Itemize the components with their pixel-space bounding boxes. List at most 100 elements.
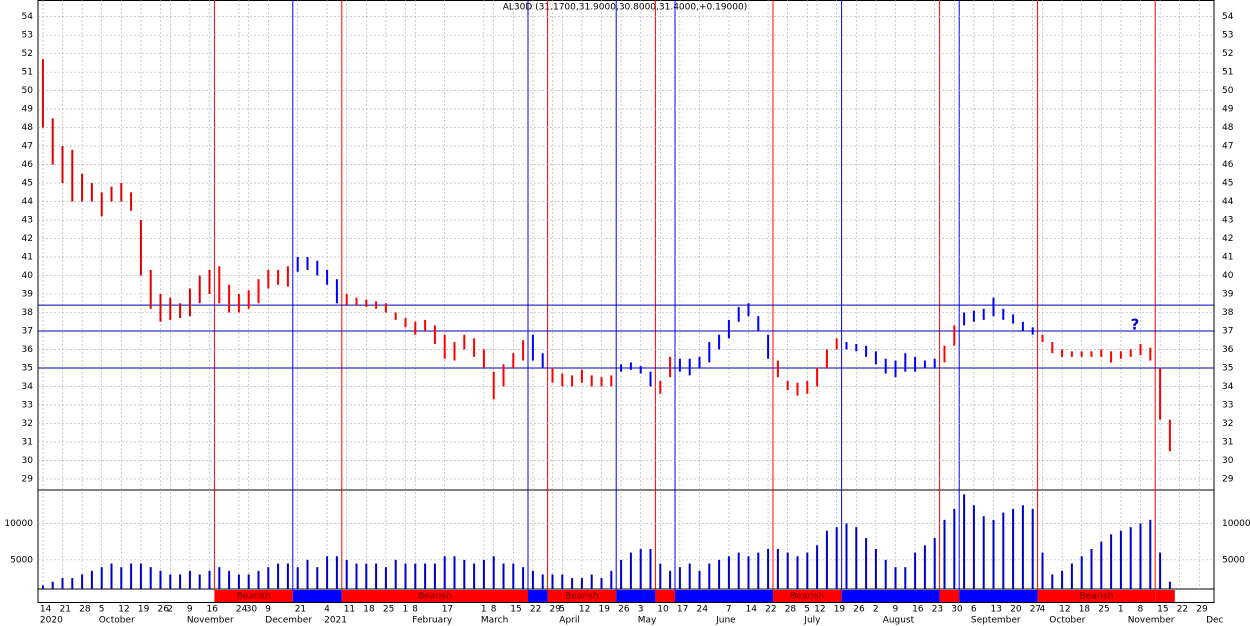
price-bar bbox=[326, 269, 329, 285]
price-bar bbox=[669, 356, 672, 378]
price-bar bbox=[453, 342, 456, 361]
price-bar bbox=[473, 338, 476, 357]
volume-bar bbox=[688, 563, 691, 589]
volume-bar bbox=[1080, 556, 1083, 589]
volume-tick-label: 5000 bbox=[10, 555, 33, 565]
volume-bar bbox=[580, 578, 583, 589]
volume-bar bbox=[776, 548, 779, 589]
price-bar bbox=[776, 360, 779, 378]
volume-bar bbox=[267, 567, 270, 589]
price-bar bbox=[316, 260, 319, 276]
x-tick-label: 12 bbox=[1059, 605, 1070, 615]
price-bar bbox=[1031, 327, 1034, 335]
x-tick-label: 25 bbox=[383, 605, 394, 615]
price-bar bbox=[747, 303, 750, 317]
volume-bar bbox=[120, 567, 123, 589]
price-bar bbox=[923, 360, 926, 368]
signal-band bbox=[773, 590, 842, 602]
volume-bar bbox=[1149, 519, 1152, 589]
price-bar bbox=[1129, 349, 1132, 357]
volume-bar bbox=[806, 552, 809, 589]
volume-bar bbox=[943, 519, 946, 589]
price-bar bbox=[629, 362, 632, 370]
signal-band bbox=[655, 590, 675, 602]
volume-bar bbox=[61, 578, 64, 589]
volume-bar bbox=[41, 585, 44, 589]
volume-bar bbox=[335, 556, 338, 589]
x-tick-label: 15 bbox=[510, 605, 521, 615]
y-tick-label: 31 bbox=[1222, 437, 1233, 447]
volume-bar bbox=[384, 567, 387, 589]
price-bar bbox=[806, 380, 809, 394]
x-tick-label: 8 bbox=[412, 605, 418, 615]
volume-bar bbox=[894, 567, 897, 589]
volume-bar bbox=[169, 574, 172, 589]
volume-bar bbox=[149, 567, 152, 589]
volume-bar bbox=[561, 574, 564, 589]
volume-bar bbox=[590, 574, 593, 589]
volume-bar bbox=[914, 552, 917, 589]
price-bar bbox=[953, 325, 956, 346]
price-bar bbox=[100, 192, 103, 217]
y-tick-label: 36 bbox=[1222, 345, 1234, 355]
y-tick-label: 34 bbox=[1222, 382, 1234, 392]
price-bar bbox=[1119, 351, 1122, 359]
month-label: July bbox=[803, 616, 821, 626]
price-bar bbox=[610, 375, 613, 387]
price-bar bbox=[208, 269, 211, 294]
volume-bar bbox=[404, 563, 407, 589]
volume-bar bbox=[855, 527, 858, 589]
x-tick-label: 9 bbox=[265, 605, 271, 615]
price-bar bbox=[816, 367, 819, 387]
month-label: December bbox=[265, 616, 312, 626]
volume-bar bbox=[551, 574, 554, 589]
price-bar bbox=[571, 375, 574, 387]
volume-bar bbox=[453, 556, 456, 589]
volume-bar bbox=[933, 538, 936, 589]
x-tick-label: 19 bbox=[599, 605, 611, 615]
volume-bar bbox=[1012, 508, 1015, 589]
y-tick-label: 35 bbox=[1222, 363, 1233, 373]
volume-bar bbox=[326, 556, 329, 589]
month-label: 2021 bbox=[324, 616, 347, 626]
price-bar bbox=[424, 319, 427, 331]
volume-bar bbox=[718, 559, 721, 589]
volume-bar bbox=[81, 574, 84, 589]
price-bar bbox=[71, 149, 74, 202]
price-bar bbox=[198, 275, 201, 304]
y-tick-label: 32 bbox=[22, 419, 33, 429]
volume-bar bbox=[159, 570, 162, 589]
x-tick-label: 26 bbox=[618, 605, 630, 615]
x-tick-label: 25 bbox=[1098, 605, 1109, 615]
signal-band bbox=[528, 590, 548, 602]
volume-bar bbox=[678, 567, 681, 589]
x-tick-label: 14 bbox=[40, 605, 52, 615]
y-tick-label: 50 bbox=[1222, 86, 1234, 96]
month-label: October bbox=[1049, 616, 1085, 626]
y-tick-label: 38 bbox=[1222, 308, 1234, 318]
month-label: June bbox=[715, 616, 736, 626]
price-bar bbox=[590, 375, 593, 387]
price-bar bbox=[1168, 419, 1171, 452]
x-tick-label: 20 bbox=[1010, 605, 1022, 615]
volume-bar bbox=[1021, 505, 1024, 589]
price-bar bbox=[414, 321, 417, 335]
x-tick-label: 1 bbox=[1118, 605, 1124, 615]
y-tick-label: 45 bbox=[1222, 179, 1233, 189]
y-tick-label: 29 bbox=[22, 474, 34, 484]
volume-bar bbox=[512, 563, 515, 589]
x-tick-label: 1 bbox=[403, 605, 409, 615]
volume-bar bbox=[767, 548, 770, 589]
price-bar bbox=[639, 366, 642, 374]
volume-bar bbox=[130, 563, 133, 589]
x-tick-label: 29 bbox=[550, 605, 562, 615]
y-tick-label: 54 bbox=[22, 12, 34, 22]
price-bar bbox=[835, 338, 838, 350]
volume-bar bbox=[277, 563, 280, 589]
y-tick-label: 44 bbox=[22, 197, 34, 207]
x-tick-label: 5 bbox=[559, 605, 565, 615]
price-bar bbox=[825, 349, 828, 368]
price-bar bbox=[678, 358, 681, 372]
price-bar bbox=[1012, 314, 1015, 324]
price-bar bbox=[972, 310, 975, 322]
